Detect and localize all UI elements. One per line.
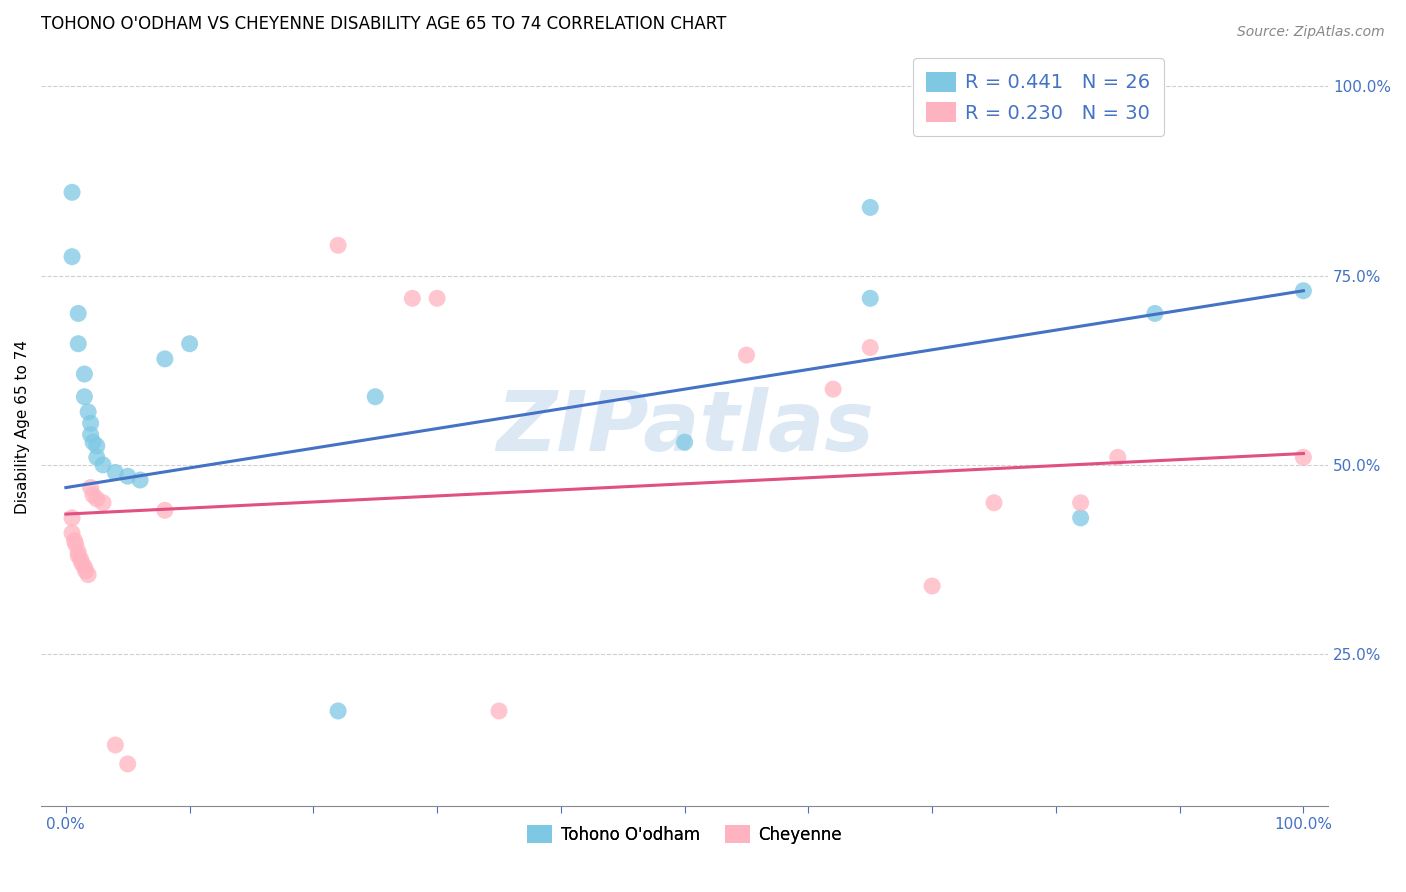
Y-axis label: Disability Age 65 to 74: Disability Age 65 to 74 (15, 340, 30, 514)
Point (823, 382, 845, 396)
Point (488, 704, 510, 718)
Point (67, 336, 90, 351)
Point (153, 503, 176, 517)
Point (86, 439, 108, 453)
Point (91, 496, 114, 510)
Point (117, 756, 139, 771)
Point (364, 390, 387, 404)
Point (735, 348, 758, 362)
Point (79, 427, 101, 442)
Point (1292, 284, 1315, 298)
Point (129, 473, 152, 487)
Point (117, 469, 139, 483)
Point (67, 549, 90, 563)
Point (86, 491, 108, 506)
Point (82, 435, 104, 450)
Text: TOHONO O'ODHAM VS CHEYENNE DISABILITY AGE 65 TO 74 CORRELATION CHART: TOHONO O'ODHAM VS CHEYENNE DISABILITY AG… (41, 15, 727, 33)
Point (673, 435, 696, 450)
Point (69, 552, 91, 566)
Text: ZIPatlas: ZIPatlas (496, 386, 873, 467)
Point (82, 488, 104, 502)
Point (73, 390, 96, 404)
Point (401, 291, 423, 305)
Point (921, 579, 943, 593)
Point (67, 306, 90, 320)
Point (326, 704, 349, 718)
Point (153, 351, 176, 366)
Point (65, 537, 87, 551)
Point (73, 560, 96, 574)
Point (1107, 450, 1129, 465)
Point (70, 557, 93, 571)
Point (77, 567, 100, 582)
Point (60, 250, 83, 264)
Point (67, 545, 90, 559)
Point (983, 496, 1005, 510)
Point (77, 405, 100, 419)
Point (79, 416, 101, 430)
Point (859, 291, 882, 305)
Point (75, 564, 97, 578)
Point (86, 450, 108, 465)
Point (1070, 496, 1092, 510)
Legend: Tohono O'odham, Cheyenne: Tohono O'odham, Cheyenne (520, 819, 848, 850)
Point (1292, 450, 1315, 465)
Point (60, 186, 83, 200)
Point (859, 341, 882, 355)
Point (73, 367, 96, 381)
Point (104, 466, 127, 480)
Point (179, 336, 201, 351)
Point (60, 511, 83, 525)
Point (326, 238, 349, 252)
Point (104, 738, 127, 752)
Point (859, 201, 882, 215)
Point (79, 481, 101, 495)
Point (1070, 511, 1092, 525)
Point (60, 526, 83, 541)
Point (426, 291, 449, 305)
Point (63, 533, 86, 548)
Text: Source: ZipAtlas.com: Source: ZipAtlas.com (1237, 25, 1385, 39)
Point (1143, 306, 1166, 320)
Point (91, 458, 114, 472)
